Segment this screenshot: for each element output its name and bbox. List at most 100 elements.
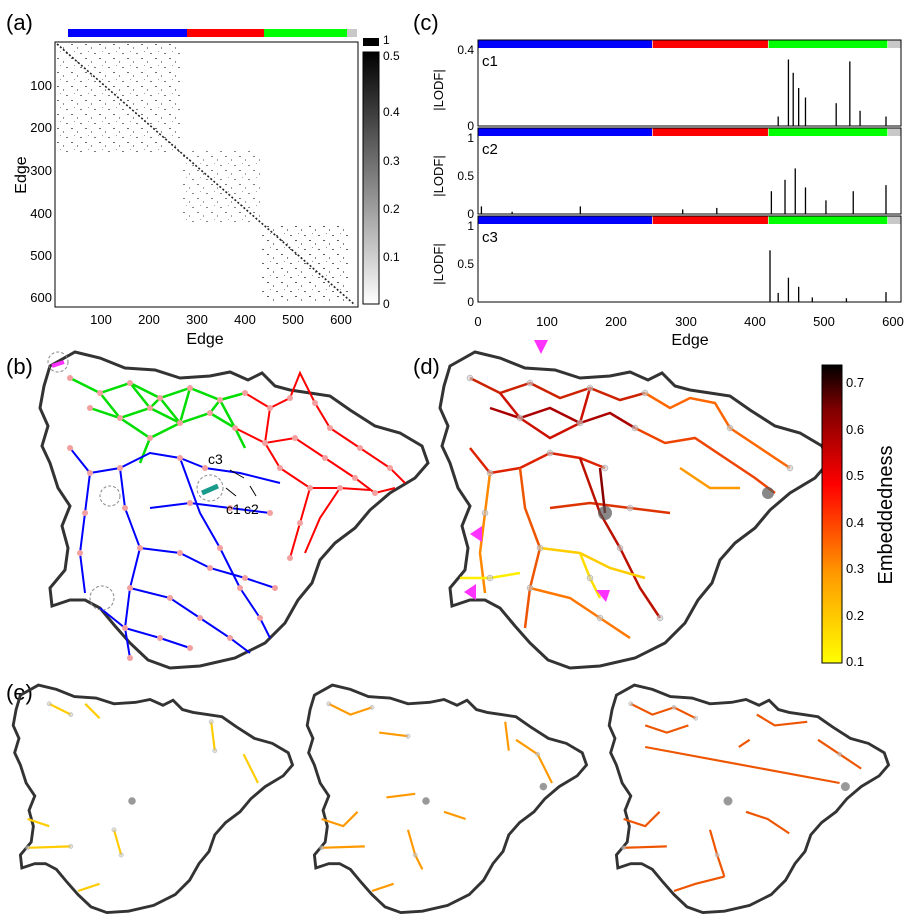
- c-ytick: 0.4: [457, 43, 474, 57]
- block-bar-red: [187, 29, 264, 37]
- a-ytick-400: 400: [30, 206, 52, 221]
- panel-d: (d): [413, 340, 897, 670]
- a-cbar-0.3: 0.3: [383, 154, 400, 168]
- a-cbar-0: 0: [383, 297, 390, 311]
- c-ytick: 0.5: [457, 169, 474, 183]
- panel-label-b: (b): [6, 354, 33, 379]
- c-subplot-name: c1: [482, 53, 498, 70]
- c-xtick-600: 600: [882, 314, 904, 329]
- b-label-c3: c3: [208, 451, 223, 467]
- c-xlabel: Edge: [671, 332, 708, 349]
- b-c1-pointer: [225, 487, 237, 497]
- map-d-outline: [438, 350, 830, 670]
- panel-label-d: (d): [413, 354, 440, 379]
- matrix-block-1: [57, 44, 182, 154]
- b-c2-pointer: [249, 485, 257, 497]
- c1-ylabel: |LODF|: [431, 69, 446, 110]
- a-colorbar-top: [363, 38, 379, 46]
- b-magenta-edge: [51, 360, 65, 368]
- c-segment-bar: [888, 216, 901, 224]
- c-xtick-100: 100: [536, 314, 558, 329]
- panel-b: (b): [6, 350, 430, 670]
- c-segment-bar: [478, 128, 652, 136]
- d-arrow-4: [596, 590, 610, 602]
- a-xtick-400: 400: [234, 312, 256, 327]
- a-xticks: 100 200 300 400 500 600: [90, 312, 352, 327]
- d-cbar-0.4: 0.4: [846, 515, 864, 530]
- b-nodes: [67, 375, 393, 661]
- c-ytick: 0: [467, 119, 474, 133]
- c-subplots: c1 0 0.4 c2 0 0.5 1 c3 0 0.5 1: [457, 39, 902, 309]
- d-cbar-0.1: 0.1: [846, 654, 864, 669]
- block-bar-blue: [68, 29, 187, 37]
- b-dashed-circle-4: [89, 585, 115, 611]
- c-ytick: 0: [467, 295, 474, 309]
- b-label-c1: c1: [226, 501, 241, 517]
- d-edges: [460, 376, 791, 640]
- b-dashed-circle-3: [99, 485, 121, 507]
- c-xtick-300: 300: [675, 314, 697, 329]
- d-hub-node-2: [762, 487, 774, 499]
- c-segment-bar: [768, 128, 888, 136]
- a-ytick-200: 200: [30, 120, 52, 135]
- d-arrow-2: [470, 526, 482, 542]
- c-xtick-400: 400: [744, 314, 766, 329]
- map-e-3: [607, 683, 890, 915]
- d-colorbar-label: Embeddedness: [875, 446, 897, 585]
- d-cbar-0.7: 0.7: [846, 375, 864, 390]
- c-segment-bar: [478, 216, 652, 224]
- a-xtick-100: 100: [90, 312, 112, 327]
- a-xtick-200: 200: [138, 312, 160, 327]
- a-yticks: 100 200 300 400 500 600: [30, 78, 52, 305]
- b-c3-pointer: [229, 469, 245, 479]
- d-hub-node: [598, 506, 612, 520]
- c2-ylabel: |LODF|: [431, 155, 446, 196]
- c-subplot-frame: [477, 39, 902, 127]
- b-teal-edge: [200, 483, 220, 496]
- d-colorbar-ticks: 0.1 0.2 0.3 0.4 0.5 0.6 0.7: [846, 375, 864, 669]
- c-ytick: 1: [467, 219, 474, 233]
- d-arrow-3: [464, 584, 476, 600]
- a-xtick-500: 500: [282, 312, 304, 327]
- a-ytick-500: 500: [30, 248, 52, 263]
- a-ytick-300: 300: [30, 163, 52, 178]
- d-nodes: [466, 374, 794, 622]
- c-xtick-0: 0: [474, 314, 481, 329]
- c-subplot-frame: [477, 215, 902, 303]
- matrix-block-3: [262, 222, 348, 302]
- map-e-2: [305, 683, 588, 915]
- c-ytick: 0: [467, 207, 474, 221]
- panel-label-c: (c): [413, 10, 439, 35]
- c-xticks: 0 100 200 300 400 500 600: [474, 314, 903, 329]
- d-cbar-0.5: 0.5: [846, 468, 864, 483]
- b-label-c2: c2: [244, 501, 259, 517]
- a-cbar-0.4: 0.4: [383, 105, 400, 119]
- panel-c: (c) c1 0 0.4 c2 0 0.5 1 c3 0 0.5 1 |LODF| |LODF| |…: [413, 10, 904, 349]
- map-e-1: [11, 683, 294, 915]
- b-blue-edges: [69, 447, 281, 659]
- b-dashed-circle-1: [47, 351, 69, 373]
- d-colorbar: [821, 364, 843, 664]
- c-segment-bar: [652, 216, 768, 224]
- c-segment-bar: [652, 128, 768, 136]
- d-cbar-0.3: 0.3: [846, 561, 864, 576]
- a-xlabel: Edge: [186, 331, 223, 348]
- c-segment-bar: [888, 128, 901, 136]
- a-xtick-300: 300: [186, 312, 208, 327]
- matrix-block-2: [182, 150, 262, 225]
- d-arrow-1: [534, 340, 548, 354]
- c3-ylabel: |LODF|: [431, 243, 446, 284]
- panel-e: (e): [6, 680, 890, 915]
- c-xtick-200: 200: [605, 314, 627, 329]
- a-colorbar: [362, 51, 380, 305]
- c-segment-bar: [478, 40, 652, 48]
- a-colorbar-ticks: 0 0.1 0.2 0.3 0.4 0.5 1: [383, 33, 400, 311]
- block-bar-gray: [347, 29, 357, 37]
- map-b: c3 c1 c2: [38, 350, 430, 670]
- c-xtick-500: 500: [813, 314, 835, 329]
- c-subplot-frame: [477, 127, 902, 215]
- a-ylabel: Edge: [13, 156, 30, 193]
- d-cbar-0.2: 0.2: [846, 608, 864, 623]
- c-segment-bar: [768, 216, 888, 224]
